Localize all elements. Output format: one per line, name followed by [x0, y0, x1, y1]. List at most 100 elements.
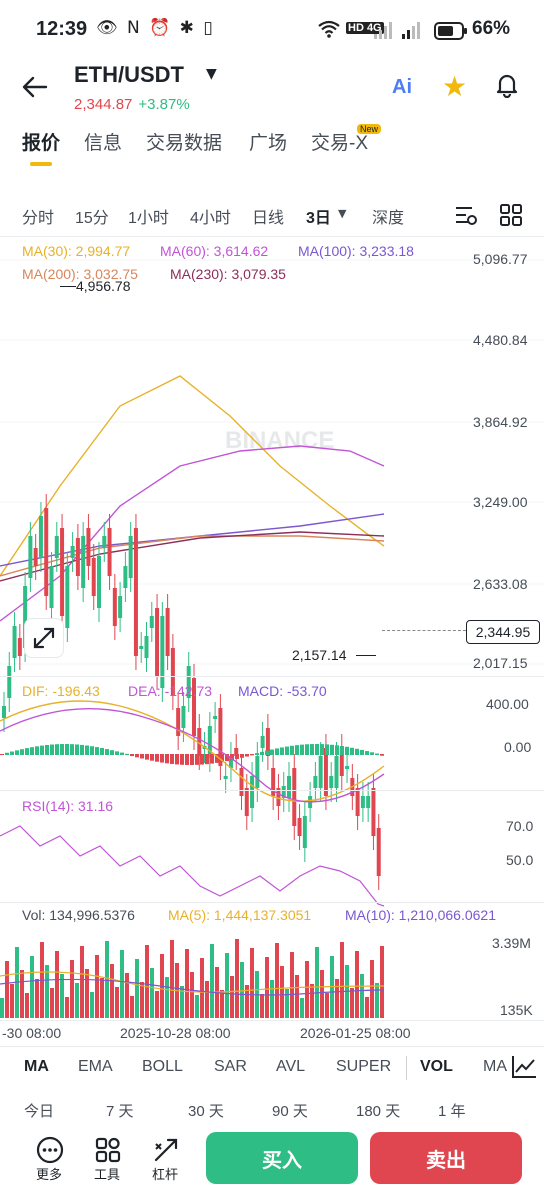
interval-1d[interactable]: 日线: [252, 210, 285, 227]
candle-body: [44, 508, 49, 596]
volume-bar: [60, 974, 64, 1018]
macd-bar: [210, 754, 214, 764]
candle-body: [54, 536, 59, 558]
network-label: HD 4G: [346, 22, 384, 34]
volume-bar: [260, 994, 264, 1018]
volume-bar: [30, 956, 34, 1018]
candle-body: [170, 648, 175, 696]
buy-button[interactable]: 买入: [206, 1132, 358, 1184]
tools-icon[interactable]: [94, 1136, 122, 1168]
indicator-sub-ma[interactable]: MA: [483, 1058, 507, 1075]
candle-body: [128, 536, 133, 578]
leverage-icon[interactable]: [152, 1136, 180, 1168]
macd-bar: [185, 754, 189, 765]
macd-bar: [290, 745, 294, 755]
interval-1h[interactable]: 1小时: [128, 210, 169, 227]
indicator-ma[interactable]: MA: [24, 1058, 49, 1075]
interval-15m[interactable]: 15分: [75, 210, 109, 227]
period-90d[interactable]: 90 天: [272, 1103, 308, 1120]
period-1y[interactable]: 1 年: [438, 1103, 466, 1120]
indicator-chart-icon[interactable]: [510, 1054, 544, 1082]
price-axis-label: 2,017.15: [473, 655, 528, 671]
grid-layout-icon[interactable]: [500, 204, 522, 230]
period-7d[interactable]: 7 天: [106, 1103, 134, 1120]
tab-square[interactable]: 广场: [249, 133, 288, 154]
tab-trading-data[interactable]: 交易数据: [146, 133, 223, 154]
candle-body: [197, 728, 202, 756]
volume-bar: [85, 969, 89, 1018]
indicator-boll[interactable]: BOLL: [142, 1058, 183, 1075]
indicator-super[interactable]: SUPER: [336, 1058, 392, 1075]
candle-body: [218, 708, 223, 766]
macd-dea-label: DEA: -142.73: [128, 683, 213, 699]
volume-bar: [335, 979, 339, 1018]
macd-dea-line: [0, 708, 385, 803]
back-arrow-icon[interactable]: [22, 72, 48, 105]
volume-bar: [105, 941, 109, 1018]
leverage-label[interactable]: 杠杆: [152, 1167, 179, 1182]
candle-body: [260, 736, 265, 748]
indicator-sar[interactable]: SAR: [214, 1058, 247, 1075]
expand-chart-button[interactable]: [24, 618, 64, 658]
vol-axis-label: 135K: [500, 1002, 533, 1018]
macd-bar: [100, 748, 104, 755]
more-label[interactable]: 更多: [36, 1167, 63, 1182]
price-axis-label: 2,633.08: [473, 576, 528, 592]
macd-bar: [35, 746, 39, 755]
binance-watermark: BINANCE: [225, 427, 334, 454]
period-180d[interactable]: 180 天: [356, 1103, 401, 1120]
high-price-label: 4,956.78: [76, 278, 131, 294]
volume-bar: [125, 973, 129, 1018]
favorite-star-icon[interactable]: ★: [442, 70, 468, 103]
candle-body: [339, 748, 344, 776]
volume-bar: [340, 942, 344, 1018]
price-axis-label: 4,480.84: [473, 332, 528, 348]
divider: [0, 676, 544, 677]
chevron-down-icon[interactable]: ▼: [206, 66, 217, 82]
period-today[interactable]: 今日: [24, 1103, 55, 1120]
macd-bar: [245, 754, 249, 757]
divider: [0, 1020, 544, 1021]
indicator-vol[interactable]: VOL: [420, 1058, 453, 1075]
tab-trade-x[interactable]: 交易-X: [311, 133, 369, 154]
price-axis-label: 5,096.77: [473, 251, 528, 267]
current-price-tag[interactable]: 2,344.95: [466, 620, 540, 644]
rsi-label: RSI(14): 31.16: [22, 798, 114, 814]
indicator-ema[interactable]: EMA: [78, 1058, 113, 1075]
pair-title[interactable]: ETH/USDT: [74, 62, 184, 87]
candle-body: [234, 748, 239, 756]
candle-body: [186, 666, 191, 698]
candlestick-chart[interactable]: BINANCE: [0, 236, 544, 1046]
sell-button[interactable]: 卖出: [370, 1132, 522, 1184]
tools-label[interactable]: 工具: [94, 1167, 121, 1182]
volume-bar: [100, 978, 104, 1018]
interval-3d[interactable]: 3日: [306, 210, 331, 227]
period-30d[interactable]: 30 天: [188, 1103, 224, 1120]
interval-4h[interactable]: 4小时: [190, 210, 231, 227]
tab-info[interactable]: 信息: [84, 133, 123, 154]
interval-depth[interactable]: 深度: [372, 210, 405, 227]
tab-quote[interactable]: 报价: [22, 133, 61, 154]
macd-bar: [345, 746, 349, 755]
candle-body: [133, 528, 138, 656]
macd-bar: [110, 750, 114, 755]
bell-icon[interactable]: [494, 72, 520, 99]
macd-bar: [270, 749, 274, 755]
volume-bar: [165, 977, 169, 1018]
low-marker-line: [356, 655, 376, 656]
ma60-line: [0, 445, 385, 622]
vol-ma5-label: MA(5): 1,444,137.3051: [168, 907, 312, 923]
chart-settings-icon[interactable]: [454, 204, 478, 230]
candle-body: [360, 796, 365, 808]
interval-timeline[interactable]: 分时: [22, 210, 55, 227]
candle-body: [49, 566, 54, 608]
indicator-avl[interactable]: AVL: [276, 1058, 306, 1075]
ma230-line: [0, 531, 385, 582]
macd-bar: [350, 747, 354, 755]
candle-body: [244, 788, 249, 816]
more-icon[interactable]: [36, 1136, 64, 1168]
active-tab-indicator: [30, 162, 52, 166]
macd-bar: [275, 748, 279, 755]
ai-assistant-icon[interactable]: Ai: [392, 76, 412, 98]
interval-caret-icon[interactable]: ▼: [338, 207, 347, 220]
